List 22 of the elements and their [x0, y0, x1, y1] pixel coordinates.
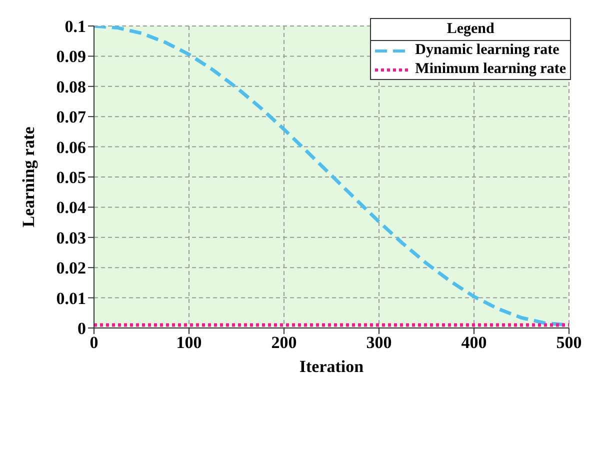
y-tick-label: 0.09: [56, 47, 86, 66]
y-tick-label: 0.03: [56, 228, 86, 248]
legend-label: Dynamic learning rate: [415, 42, 560, 59]
x-tick-label: 400: [461, 333, 487, 352]
y-axis-title: Learning rate: [19, 126, 38, 228]
x-tick-label: 0: [90, 333, 98, 352]
y-tick-label: 0.08: [56, 77, 86, 96]
y-tick-label: 0.06: [56, 138, 86, 157]
x-tick-label: 100: [176, 333, 202, 352]
x-tick-label: 200: [271, 333, 297, 352]
legend-title: Legend: [371, 19, 570, 41]
y-tick-label: 0.05: [56, 168, 86, 188]
y-tick-label: 0.07: [56, 108, 86, 127]
legend-label: Minimum learning rate: [415, 61, 566, 78]
x-tick-label: 300: [366, 333, 392, 352]
x-axis-title: Iteration: [299, 357, 364, 376]
x-tick-label: 500: [556, 333, 582, 352]
y-tick-label: 0.04: [56, 198, 86, 218]
y-tick-label: 0: [78, 319, 86, 338]
y-tick-label: 0.01: [56, 288, 86, 308]
y-tick-label: 0.02: [56, 258, 86, 278]
y-tick-label: 0.1: [64, 17, 86, 36]
